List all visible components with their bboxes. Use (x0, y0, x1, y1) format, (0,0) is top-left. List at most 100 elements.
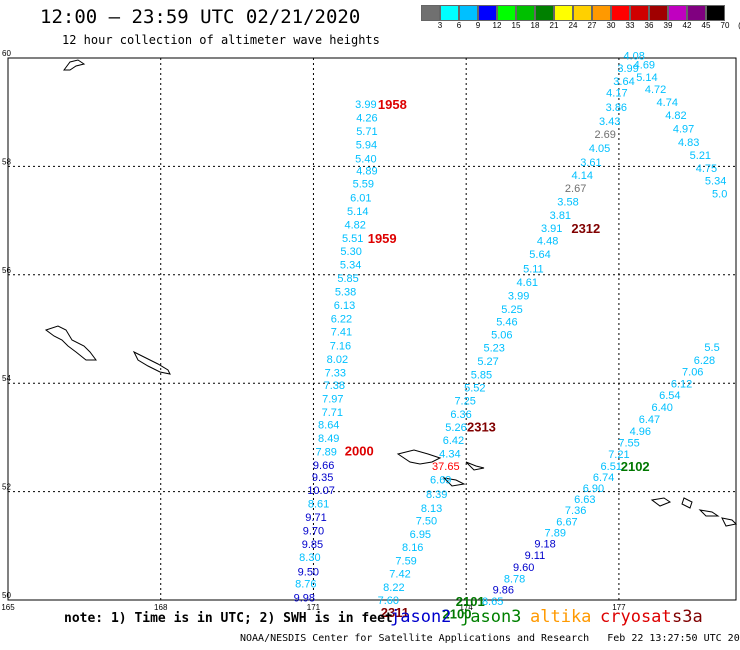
wave-height-value: 6.95 (410, 529, 431, 541)
wave-height-value: 6.69 (430, 475, 451, 487)
wave-height-value: 5.23 (483, 342, 504, 354)
color-scale-label: 24 (568, 21, 578, 30)
wave-height-value: 3.86 (606, 102, 627, 114)
pass-time-label: 2311 (381, 605, 409, 620)
wave-height-value: 7.38 (324, 380, 345, 392)
color-scale-swatch (554, 5, 573, 21)
wave-height-value: 8.13 (421, 503, 442, 515)
satellite-legend-cryosat: cryosat (600, 607, 672, 627)
wave-height-value: 5.21 (690, 150, 711, 162)
wave-height-value: 4.82 (344, 219, 365, 231)
credit-line: NOAA/NESDIS Center for Satellite Applica… (240, 633, 740, 644)
wave-height-value: 5.0 (712, 189, 727, 201)
color-scale-label: 33 (625, 21, 635, 30)
wave-height-value: 5.5 (704, 342, 719, 354)
color-scale-unit: (ft) (738, 21, 740, 30)
wave-height-value: 7.71 (322, 407, 343, 419)
wave-height-value: 7.42 (389, 568, 410, 580)
wave-height-value: 2.69 (594, 129, 615, 141)
color-scale-label: 36 (644, 21, 654, 30)
wave-height-value: 7.16 (330, 340, 351, 352)
coastline (681, 497, 693, 509)
color-scale-swatch (497, 5, 516, 21)
wave-height-value: 9.98 (294, 592, 315, 604)
color-scale-label: 70 (720, 21, 730, 30)
wave-height-value: 5.85 (471, 370, 492, 382)
wave-height-value: 5.25 (501, 304, 522, 316)
wave-height-value: 9.18 (534, 539, 555, 551)
color-scale-swatch (630, 5, 649, 21)
wave-height-value: 7.50 (416, 515, 437, 527)
color-scale-label: 12 (492, 21, 502, 30)
satellite-legend-s3a: s3a (672, 607, 703, 627)
pass-time-label: 2312 (571, 221, 600, 236)
credit-text: NOAA/NESDIS Center for Satellite Applica… (240, 633, 590, 644)
coastline (132, 350, 171, 375)
wave-height-value: 5.94 (356, 140, 377, 152)
wave-height-value: 7.55 (618, 437, 639, 449)
color-scale-swatch (573, 5, 592, 21)
wave-height-value: 6.90 (583, 483, 604, 495)
pass-time-label: 1959 (368, 231, 397, 246)
wave-height-value: 4.96 (630, 426, 651, 438)
map-grid (7, 57, 736, 601)
wave-height-value: 8.16 (402, 542, 423, 554)
color-scale-label: 21 (549, 21, 559, 30)
wave-height-value: 3.99 (355, 99, 376, 111)
wave-height-value: 4.75 (696, 163, 717, 175)
wave-height-value: 2.67 (565, 183, 586, 195)
units-note: note: 1) Time is in UTC; 2) SWH is in fe… (64, 611, 393, 626)
wave-height-value: 6.22 (331, 314, 352, 326)
color-scale-label: 6 (456, 21, 462, 30)
wave-height-value: 8.61 (308, 499, 329, 511)
wave-height-value: 8.22 (383, 582, 404, 594)
wave-height-value: 5.26 (445, 422, 466, 434)
wave-height-value: 9.11 (525, 550, 546, 562)
wave-height-value: 7.59 (395, 555, 416, 567)
wave-height-value: 4.61 (517, 277, 538, 289)
wave-height-value: 5.52 (464, 383, 485, 395)
wave-height-value: 6.63 (574, 494, 595, 506)
lon-tick-label: 165 (1, 603, 15, 612)
color-scale-swatch (478, 5, 497, 21)
wave-height-value: 4.26 (356, 113, 377, 125)
lat-tick-label: 50 (2, 591, 11, 600)
wave-height-value: 4.72 (645, 84, 666, 96)
wave-height-value: 5.27 (477, 356, 498, 368)
wave-height-value: 6.28 (694, 355, 715, 367)
pass-time-label: 2101 (456, 594, 485, 609)
wave-height-value: 3.61 (580, 157, 601, 169)
wave-height-value: 4.83 (678, 137, 699, 149)
wave-height-value: 3.58 (557, 197, 578, 209)
coastline (465, 461, 485, 471)
wave-height-value: 7.33 (325, 367, 346, 379)
wave-height-value: 8.78 (504, 573, 525, 585)
axis-labels: 60 58 56 54 52 50 165 168 171 174 177 (1, 49, 626, 612)
wave-height-value: 8.64 (318, 419, 339, 431)
wave-height-value: 6.13 (334, 300, 355, 312)
coastlines (44, 59, 738, 527)
wave-height-value: 6.74 (593, 472, 614, 484)
wave-height-value: 4.08 (623, 50, 644, 62)
wave-height-value: 10.07 (307, 485, 335, 497)
lat-tick-label: 60 (2, 49, 11, 58)
color-scale-swatch (459, 5, 478, 21)
wave-height-value: 9.86 (493, 585, 514, 597)
pass-time-label: 2100 (443, 607, 472, 622)
color-scale-swatch (535, 5, 554, 21)
map-subtitle: 12 hour collection of altimeter wave hei… (62, 33, 380, 47)
color-scale-label: 42 (682, 21, 692, 30)
wave-height-value: 9.70 (303, 526, 324, 538)
color-scale-swatch (421, 5, 440, 21)
wave-height-value: 8.02 (327, 354, 348, 366)
wave-height-value: 7.36 (565, 505, 586, 517)
color-scale-swatch (440, 5, 459, 21)
wave-height-value: 3.81 (550, 210, 571, 222)
wave-height-value: 4.69 (634, 60, 655, 72)
wave-height-value: 4.74 (657, 97, 678, 109)
wave-height-value: 9.66 (313, 460, 334, 472)
lon-tick-label: 168 (154, 603, 168, 612)
color-scale-label: 39 (663, 21, 673, 30)
lat-tick-label: 58 (2, 157, 11, 166)
